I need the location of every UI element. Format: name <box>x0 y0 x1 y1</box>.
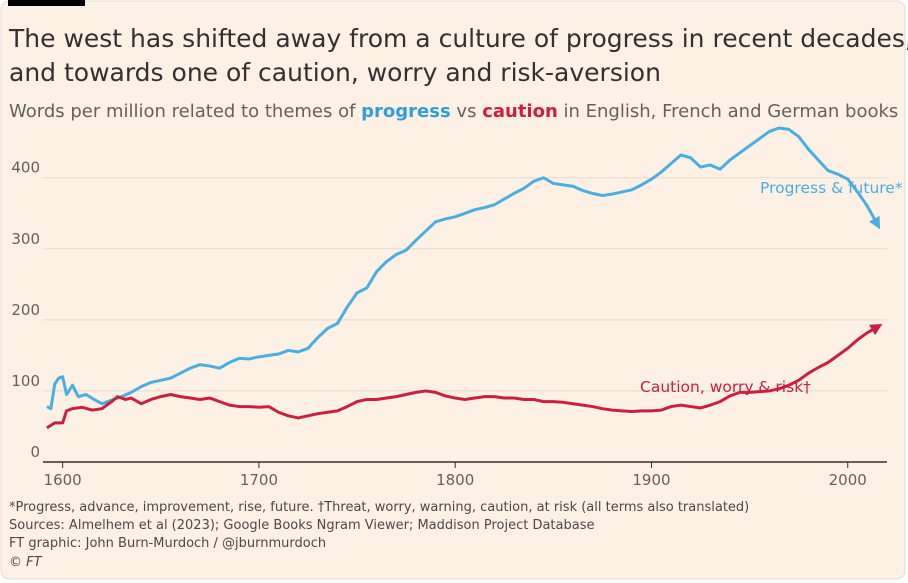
subtitle-part: Words per million related to themes of <box>9 101 361 122</box>
subtitle-part: in English, French and German books <box>558 101 899 122</box>
x-tick-label: 1800 <box>436 471 474 489</box>
subtitle-part: vs <box>451 101 482 122</box>
series-label: Progress & future* <box>760 179 903 197</box>
subtitle-part: progress <box>361 101 451 122</box>
y-tick-label: 100 <box>11 372 40 390</box>
source: Sources: Almelhem et al (2023); Google B… <box>9 518 594 533</box>
subtitle-part: caution <box>482 101 558 122</box>
series-line <box>46 323 883 430</box>
series-label: Caution, worry & risk† <box>640 378 811 396</box>
chart-subtitle: Words per million related to themes of p… <box>9 101 898 122</box>
x-tick-label: 2000 <box>829 471 867 489</box>
y-tick-label: 200 <box>11 301 40 319</box>
copyright: © FT <box>9 555 43 570</box>
y-tick-label: 400 <box>11 159 40 177</box>
credit: FT graphic: John Burn-Murdoch / @jburnmu… <box>9 536 326 551</box>
x-tick-label: 1900 <box>632 471 670 489</box>
y-tick-label: 0 <box>30 443 40 461</box>
chart-title: and towards one of caution, worry and ri… <box>9 58 661 87</box>
x-tick-label: 1600 <box>44 471 82 489</box>
chart-title: The west has shifted away from a culture… <box>8 24 908 53</box>
y-tick-label: 300 <box>11 230 40 248</box>
footnote: *Progress, advance, improvement, rise, f… <box>9 500 749 515</box>
ft-top-bar <box>8 0 85 6</box>
x-tick-label: 1700 <box>240 471 278 489</box>
series-line <box>46 126 881 411</box>
